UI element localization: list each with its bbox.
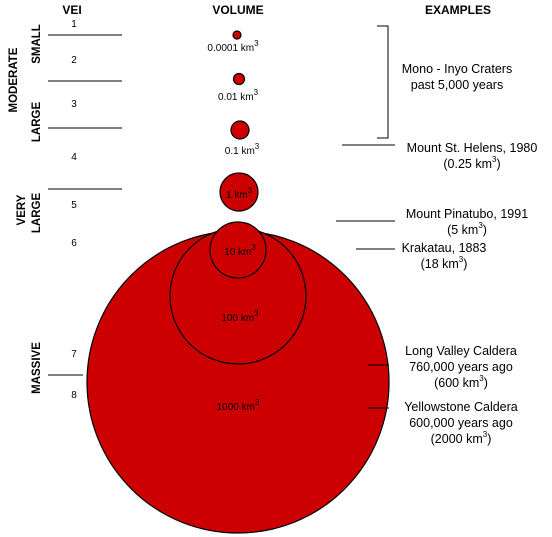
volume-circle-1	[219, 172, 259, 212]
example-pinatubo-name: Mount Pinatubo, 1991	[406, 207, 528, 221]
example-krakatau-volume: (18 km3)	[421, 255, 468, 271]
volume-label: 100 km3	[221, 309, 259, 324]
volume-circle-0-0001	[232, 30, 242, 40]
vei-number: 2	[71, 55, 77, 66]
vei-number: 8	[71, 390, 77, 401]
volume-label: 0.01 km3	[218, 88, 259, 103]
example-long-valley-volume: (600 km3)	[434, 374, 488, 390]
volume-circle-10	[209, 221, 267, 279]
example-st-helens-volume: (0.25 km3)	[443, 155, 500, 171]
mono-inyo-bracket	[377, 25, 389, 139]
vei-number: 6	[71, 238, 77, 249]
example-pinatubo-volume: (5 km3)	[447, 221, 487, 237]
category-very: VERY	[16, 194, 28, 225]
example-long-valley-age: 760,000 years ago	[409, 360, 513, 374]
example-krakatau-name: Krakatau, 1883	[402, 241, 487, 255]
vei-number: 1	[71, 19, 77, 30]
volume-label: 10 km3	[224, 243, 256, 258]
vei-number: 4	[71, 152, 77, 163]
volume-header: VOLUME	[212, 3, 263, 17]
examples-header: EXAMPLES	[425, 3, 491, 17]
example-yellowstone-name: Yellowstone Caldera	[404, 400, 518, 414]
vei-header: VEI	[62, 3, 81, 17]
example-mono-inyo-period: past 5,000 years	[411, 78, 503, 92]
volume-label: 1 km3	[226, 186, 253, 201]
example-st-helens-name: Mount St. Helens, 1980	[407, 141, 538, 155]
volume-circle-0-01	[232, 72, 246, 86]
vei-number: 5	[71, 200, 77, 211]
category-large: LARGE	[31, 102, 43, 143]
volume-circle-0-1	[230, 120, 250, 140]
category-very-large: LARGE	[31, 193, 43, 234]
category-massive: MASSIVE	[31, 342, 43, 394]
example-long-valley-name: Long Valley Caldera	[405, 344, 517, 358]
category-moderate: MODERATE	[8, 47, 20, 112]
example-yellowstone-age: 600,000 years ago	[409, 416, 513, 430]
example-mono-inyo-name: Mono - Inyo Craters	[402, 62, 512, 76]
volume-label: 1000 km3	[217, 398, 260, 413]
vei-number: 3	[71, 99, 77, 110]
example-yellowstone-volume: (2000 km3)	[431, 430, 492, 446]
volume-label: 0.1 km3	[225, 142, 260, 157]
vei-number: 7	[71, 349, 77, 360]
category-small: SMALL	[31, 24, 43, 64]
volume-label: 0.0001 km3	[207, 39, 259, 54]
